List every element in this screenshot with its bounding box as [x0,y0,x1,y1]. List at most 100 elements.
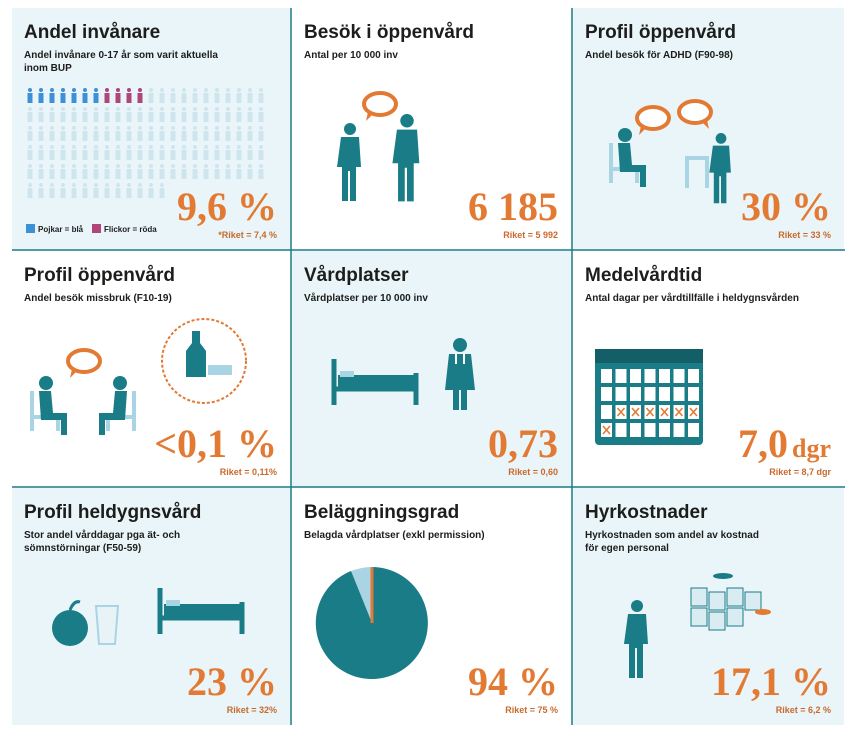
figure-body [71,112,77,122]
figure-body [170,169,176,179]
figure-head [83,145,87,149]
figure-body [60,93,66,103]
person-body [99,391,127,435]
figure-body [148,131,154,141]
figure-head [94,126,98,130]
day-mark [602,425,611,435]
figure-body [203,112,209,122]
panel: Profil öppenvård Andel besök missbruk (F1… [24,265,277,477]
panel: Hyrkostnader Hyrkostnaden som andel av ko… [573,488,844,725]
figure-head [259,107,263,111]
figure-body [82,93,88,103]
figure-body [126,150,132,160]
person-body [618,143,646,187]
panel-value: 94 % [468,659,558,704]
riket: Riket = 33 % [778,230,831,240]
chair [685,156,709,188]
value-unit: dgr [792,434,831,463]
bubble-tail [639,126,647,135]
riket: Riket = 32% [227,705,277,715]
figure-body [203,93,209,103]
speech-bubble [677,99,713,125]
calendar-day [659,369,670,383]
figure-head [50,164,54,168]
figure-body [82,131,88,141]
figure-body [71,93,77,103]
figure-body [93,112,99,122]
pill-box [708,611,726,631]
figure-body [148,112,154,122]
value-number: 30 % [741,184,831,229]
figure-body [247,131,253,141]
speech-bubble [362,91,398,117]
calendar-day [615,423,627,437]
figure-head [83,107,87,111]
figure-head [204,145,208,149]
figure-head [171,107,175,111]
figure-body [170,93,176,103]
figure-head [94,107,98,111]
figure-body [159,131,165,141]
figure-body [115,112,121,122]
panel: Profil öppenvård Andel besök för ADHD (F9… [573,8,844,250]
figure-head [215,107,219,111]
figure-head [61,164,65,168]
speech-bubble [635,105,671,131]
figure-head [171,145,175,149]
figure-body [225,169,231,179]
figure-body [71,131,77,141]
panel-subtitle: Andel besök missbruk (F10-19) [24,293,172,304]
panel-background [292,251,571,487]
figure-head [160,145,164,149]
figure-head [160,107,164,111]
figure-body [159,112,165,122]
figure-body [137,131,143,141]
riket: Riket = 6,2 % [776,705,831,715]
figure-body [27,131,33,141]
figure-head [193,164,197,168]
figure-head [116,145,120,149]
figure-body [181,131,187,141]
value-number: 17,1 % [711,659,831,704]
figure-body [170,131,176,141]
figure-body [148,169,154,179]
figure-head [61,145,65,149]
apple [52,610,88,646]
pill-box [726,587,744,607]
panel-subtitle: Vårdplatser per 10 000 inv [304,292,428,304]
panel: Andel invånare Andel invånare 0-17 år som… [12,8,290,250]
figure-head [160,183,164,187]
figure-body [170,112,176,122]
figure-head [160,126,164,130]
figure-body [170,150,176,160]
figure-head [182,126,186,130]
figure-head [83,126,87,130]
figure-head [39,126,43,130]
figure-body [115,169,121,179]
figure-head [237,88,241,92]
figure-body [126,131,132,141]
pill-box [726,607,744,627]
figure-head [182,164,186,168]
riket: Riket = 5 992 [503,230,558,240]
calendar-day [644,387,656,401]
legend-swatch [92,224,101,233]
person-body [39,391,67,435]
figure-body [104,169,110,179]
figure-body [181,169,187,179]
figure-head [149,183,153,187]
figure-head [171,126,175,130]
figure-body [104,112,110,122]
figure-body [93,188,99,198]
figure-body [93,169,99,179]
legend-label: Flickor = röda [104,225,157,234]
figure-head [215,126,219,130]
day-mark [689,407,698,417]
figure-head [105,107,109,111]
person-head [715,133,727,144]
figure-body [93,93,99,103]
figure-body [192,112,198,122]
panel-value: 6 185 [468,184,558,229]
panel-title: Vårdplatser [304,265,409,286]
